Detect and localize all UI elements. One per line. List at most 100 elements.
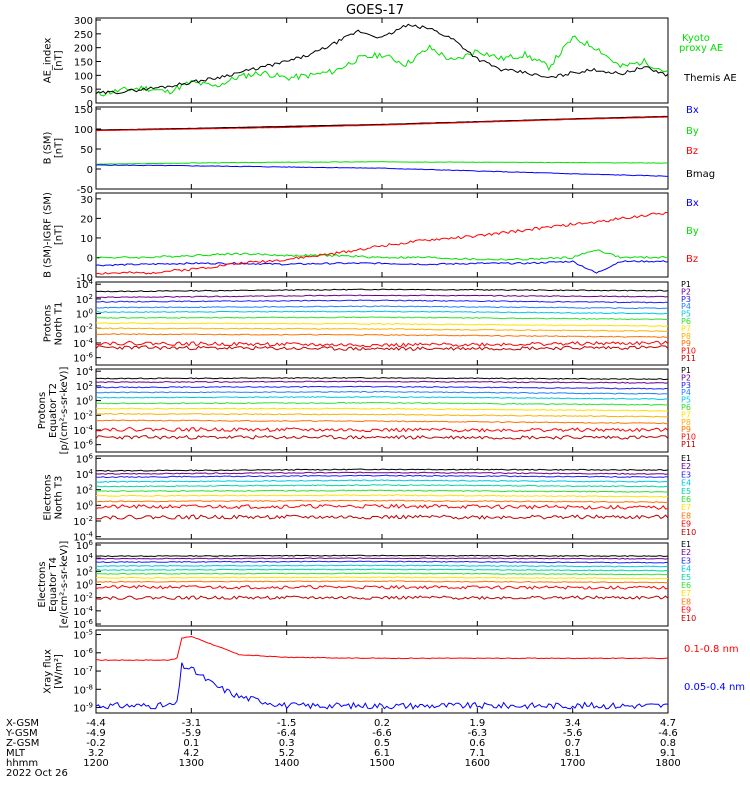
tick-base: 10 <box>73 354 86 365</box>
electrons-t4-series-e2 <box>95 557 669 560</box>
series-xray-short <box>95 662 669 710</box>
protons-t2-legend-p1: P1 <box>681 366 691 375</box>
footer-cell-hhmm: 1400 <box>274 758 299 769</box>
b-ylabel: B (SM) <box>43 131 54 164</box>
b-ytick-label: 0 <box>87 165 93 176</box>
tick-exponent: 4 <box>89 552 94 560</box>
electrons-t3-legend-e8: E8 <box>681 511 691 520</box>
footer-cell-y: -4.9 <box>86 728 106 739</box>
ae-ytick-label: 200 <box>74 44 93 55</box>
xray-ytick-label: 10-8 <box>73 683 93 696</box>
protons-t1-ylabel: Protons <box>43 305 54 342</box>
legend-kyoto: Kyoto <box>682 33 710 44</box>
tick-exponent: 4 <box>89 468 94 476</box>
electrons-t4-legend-e1: E1 <box>681 540 691 549</box>
electrons-t4-legend-e4: E4 <box>681 565 691 574</box>
electrons-t3-series-e1 <box>95 468 669 472</box>
tick-base: 10 <box>73 667 86 678</box>
ae-panel-frame <box>95 17 669 104</box>
footer-cell-mlt: 5.2 <box>279 748 295 759</box>
protons-t2-ylabel: [p/(cm²-s-sr-keV)] <box>59 367 70 455</box>
tick-base: 10 <box>73 704 86 715</box>
electrons-t4-legend-e8: E8 <box>681 597 691 606</box>
electrons-t4-legend-e2: E2 <box>681 548 691 557</box>
protons-t2-legend-p8: P8 <box>681 418 691 427</box>
electrons-t4-ytick-label: 10-2 <box>73 592 93 605</box>
tick-exponent: 0 <box>89 579 93 587</box>
series-b-by <box>96 161 669 165</box>
tick-base: 10 <box>76 486 89 497</box>
ae-ylabel: AE_index <box>43 38 54 84</box>
electrons-t3-legend-e10: E10 <box>681 528 696 537</box>
series-b-bx <box>95 164 669 177</box>
tick-base: 10 <box>73 607 86 618</box>
footer-cell-y: -6.3 <box>468 728 488 739</box>
tick-exponent: -2 <box>86 515 93 523</box>
xray-ytick-label: 10-7 <box>73 665 93 678</box>
tick-exponent: 0 <box>89 499 93 507</box>
electrons-t3-series-e5 <box>95 484 669 488</box>
footer-cell-x: 1.9 <box>469 718 485 729</box>
ae-ylabel: [nT] <box>54 50 65 70</box>
protons-t1-legend-p9: P9 <box>681 339 691 348</box>
tick-exponent: 2 <box>89 565 93 573</box>
protons-t1-legend-p7: P7 <box>681 324 691 333</box>
electrons-t4-series-e10 <box>96 595 669 600</box>
protons-t2-series-p8 <box>95 412 668 418</box>
protons-t1-series-p7 <box>95 322 668 328</box>
footer-cell-mlt: 4.2 <box>183 748 199 759</box>
protons-t2-series-p4 <box>95 390 669 395</box>
electrons-t4-ylabel: [e/(cm²-s-sr-keV)] <box>59 541 70 629</box>
tick-base: 10 <box>73 533 86 544</box>
electrons-t3-legend-e1: E1 <box>681 454 691 463</box>
electrons-t3-series-e2 <box>95 471 669 475</box>
xray-panel-frame <box>95 629 669 714</box>
tick-exponent: 0 <box>89 308 93 316</box>
electrons-t3-ytick-label: 106 <box>76 452 94 465</box>
footer-row-label: X-GSM <box>6 718 39 729</box>
electrons-t4-ytick-label: 102 <box>76 565 93 578</box>
legend-db-by: By <box>686 226 699 237</box>
ae-ytick-label: 250 <box>74 30 93 41</box>
protons-t2-legend-p6: P6 <box>681 403 691 412</box>
electrons-t4-legend-e3: E3 <box>681 556 691 565</box>
electrons-t3-ylabel: Electrons <box>43 474 54 520</box>
tick-base: 10 <box>73 631 86 642</box>
legend-themis: Themis AE <box>683 73 737 84</box>
tick-base: 10 <box>73 620 86 631</box>
protons-t2-legend-p5: P5 <box>681 396 691 405</box>
electrons-t3-ytick-label: 100 <box>76 499 93 512</box>
tick-base: 10 <box>73 324 86 335</box>
tick-base: 10 <box>76 397 89 408</box>
protons-t2-series-p11 <box>95 434 669 440</box>
electrons-t4-legend-e5: E5 <box>681 573 691 582</box>
electrons-t3-ytick-label: 10-4 <box>73 531 93 544</box>
footer-cell-mlt: 9.1 <box>660 748 676 759</box>
electrons-t4-legend-e6: E6 <box>681 581 691 590</box>
tick-base: 10 <box>73 441 86 452</box>
tick-base: 10 <box>76 470 89 481</box>
electrons-t4-series-e1 <box>95 554 669 558</box>
protons-t2-legend-p9: P9 <box>681 425 691 434</box>
electrons-t3-legend-e4: E4 <box>681 479 691 488</box>
protons-t1-series-p6 <box>95 316 669 321</box>
protons-t2-series-p2 <box>95 380 669 384</box>
protons-t1-series-p2 <box>95 294 669 299</box>
electrons-t4-ylabel: Equator T4 <box>48 557 59 612</box>
tick-base: 10 <box>76 567 89 578</box>
electrons-t3-series-e4 <box>95 479 669 483</box>
protons-t2-series-p5 <box>96 395 669 401</box>
series-db-by <box>95 249 669 261</box>
footer-cell-mlt: 3.2 <box>88 748 104 759</box>
footer-cell-hhmm: 1500 <box>369 758 394 769</box>
electrons-t4-series-e4 <box>95 564 669 568</box>
tick-exponent: -4 <box>86 531 94 539</box>
db-ytick-label: 30 <box>80 195 93 206</box>
legend-db-bx: Bx <box>686 198 699 209</box>
protons-t1-ylabel: North T1 <box>54 302 65 346</box>
footer-cell-x: 0.2 <box>374 718 390 729</box>
tick-exponent: 0 <box>89 395 93 403</box>
tick-exponent: -4 <box>86 337 94 345</box>
protons-t2-ytick-label: 10-2 <box>73 409 93 422</box>
